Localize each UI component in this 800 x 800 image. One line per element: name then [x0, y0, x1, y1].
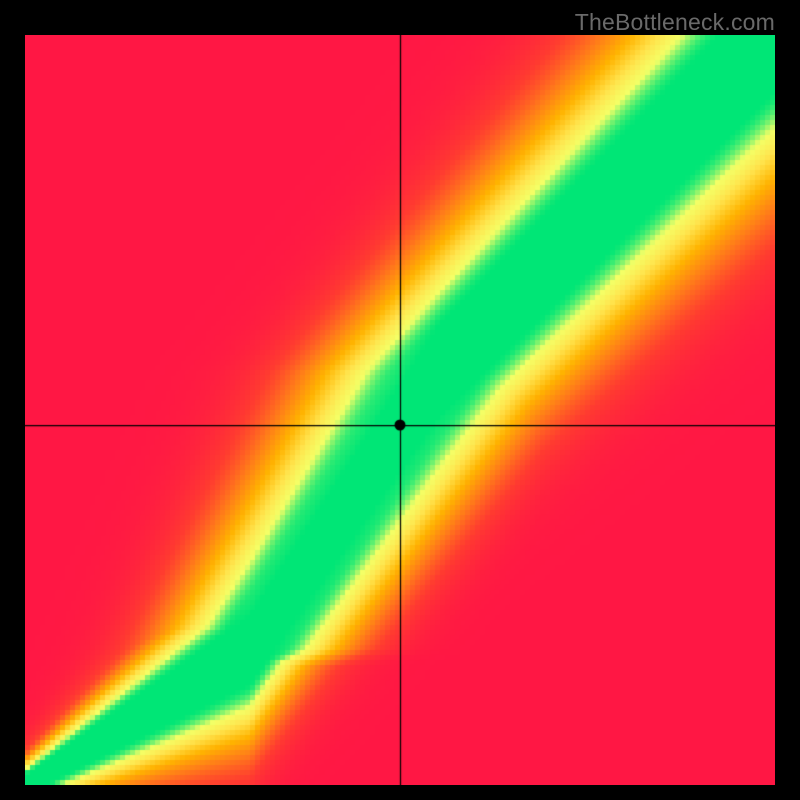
watermark-text: TheBottleneck.com [575, 9, 775, 36]
bottleneck-heatmap [25, 35, 775, 785]
